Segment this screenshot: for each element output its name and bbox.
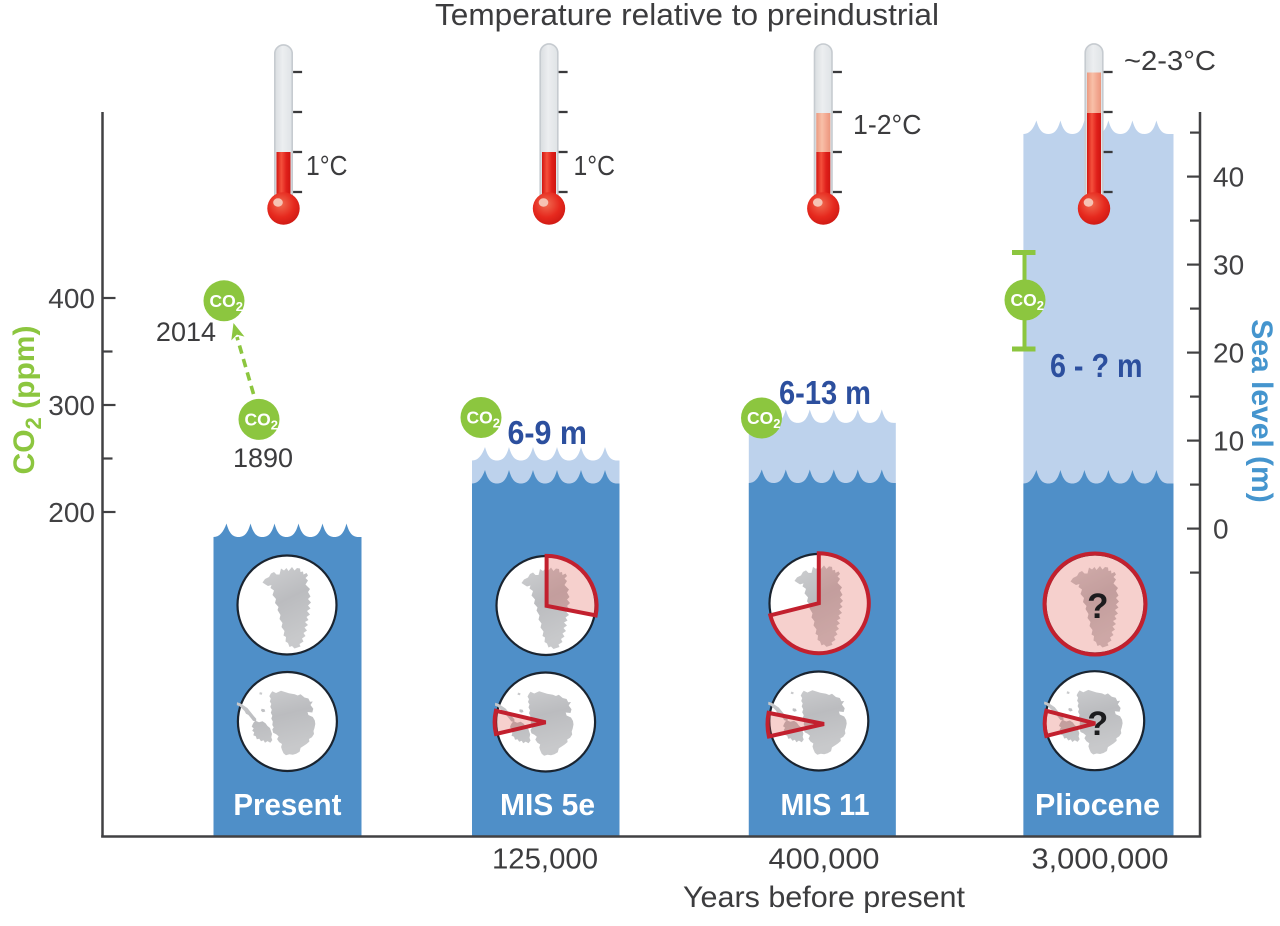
svg-text:?: ? <box>1087 705 1108 743</box>
svg-text:CO2 (ppm): CO2 (ppm) <box>8 326 46 475</box>
svg-text:40: 40 <box>1213 162 1244 193</box>
svg-text:Pliocene: Pliocene <box>1035 787 1160 822</box>
svg-text:~2-3°C: ~2-3°C <box>1124 45 1216 76</box>
svg-text:1-2°C: 1-2°C <box>853 109 922 140</box>
svg-text:1890: 1890 <box>233 443 293 473</box>
svg-text:CO2: CO2 <box>245 409 278 432</box>
svg-text:10: 10 <box>1213 426 1244 457</box>
svg-text:MIS 5e: MIS 5e <box>500 787 595 822</box>
svg-text:20: 20 <box>1213 338 1244 369</box>
svg-text:CO2: CO2 <box>1011 290 1044 313</box>
svg-text:CO2: CO2 <box>467 408 500 431</box>
svg-text:6 - ? m: 6 - ? m <box>1050 347 1143 384</box>
svg-text:CO2: CO2 <box>747 408 780 431</box>
svg-text:30: 30 <box>1213 250 1244 281</box>
svg-text:3,000,000: 3,000,000 <box>1032 844 1169 876</box>
svg-text:?: ? <box>1087 587 1108 626</box>
svg-text:400,000: 400,000 <box>769 844 880 876</box>
svg-text:0: 0 <box>1213 514 1229 545</box>
svg-text:400: 400 <box>48 283 95 314</box>
svg-text:Temperature relative to preind: Temperature relative to preindustrial <box>435 0 939 32</box>
svg-text:300: 300 <box>48 390 95 421</box>
svg-text:Years before present: Years before present <box>683 881 966 914</box>
svg-text:Present: Present <box>233 787 341 822</box>
svg-text:6-13 m: 6-13 m <box>779 374 871 411</box>
svg-text:1°C: 1°C <box>306 150 348 181</box>
svg-text:Sea level (m): Sea level (m) <box>1245 319 1278 502</box>
svg-text:200: 200 <box>48 497 95 528</box>
svg-text:CO2: CO2 <box>210 291 243 314</box>
svg-text:1°C: 1°C <box>574 150 616 181</box>
svg-text:MIS 11: MIS 11 <box>781 787 870 822</box>
svg-text:6-9 m: 6-9 m <box>508 414 588 451</box>
svg-text:125,000: 125,000 <box>492 844 598 876</box>
svg-text:2014: 2014 <box>156 317 216 347</box>
